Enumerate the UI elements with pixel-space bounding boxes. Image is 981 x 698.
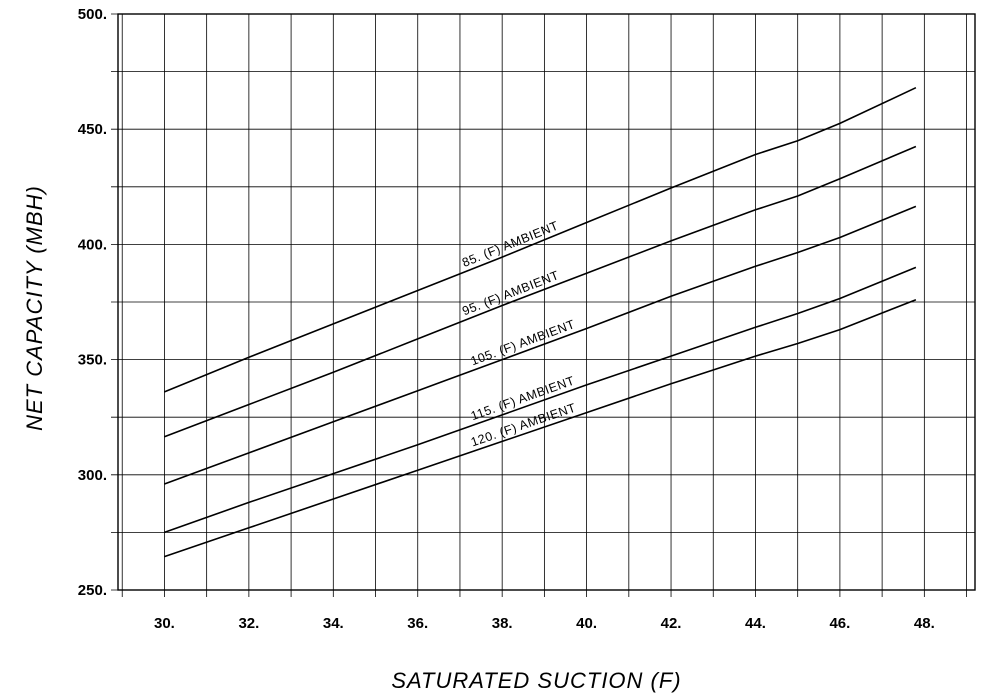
series-line xyxy=(164,298,917,558)
series-line xyxy=(164,86,917,393)
y-tick-label: 300. xyxy=(78,467,107,484)
curves xyxy=(164,86,917,558)
x-tick-label: 30. xyxy=(154,615,175,632)
x-tick-label: 34. xyxy=(323,615,344,632)
series-label: 95. (F) AMBIENT xyxy=(460,268,561,318)
x-tick-label: 48. xyxy=(914,615,935,632)
x-tick-label: 44. xyxy=(745,615,766,632)
x-tick-label: 42. xyxy=(661,615,682,632)
x-tick-label: 40. xyxy=(576,615,597,632)
x-tick-label: 36. xyxy=(407,615,428,632)
series-label: 105. (F) AMBIENT xyxy=(469,317,577,368)
x-tick-label: 46. xyxy=(829,615,850,632)
series-line xyxy=(164,145,917,438)
y-axis-title: NET CAPACITY (MBH) xyxy=(22,185,47,431)
y-tick-label: 450. xyxy=(78,121,107,138)
y-tick-label: 500. xyxy=(78,6,107,23)
x-tick-label: 32. xyxy=(238,615,259,632)
series-line xyxy=(164,205,917,485)
y-tick-labels: 250. 300. 350. 400. 450. 500. xyxy=(78,6,107,599)
x-tick-labels: 30. 32. 34. 36. 38. 40. 42. 44. 46. 48. xyxy=(154,615,935,632)
x-axis-title: SATURATED SUCTION (F) xyxy=(391,668,681,693)
y-tick-label: 250. xyxy=(78,582,107,599)
series-line xyxy=(164,266,917,534)
grid xyxy=(111,13,975,597)
y-tick-label: 400. xyxy=(78,236,107,253)
plot-frame xyxy=(117,13,976,591)
y-tick-label: 350. xyxy=(78,352,107,369)
x-tick-label: 38. xyxy=(492,615,513,632)
